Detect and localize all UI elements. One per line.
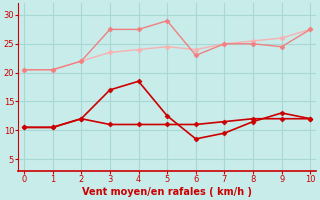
X-axis label: Vent moyen/en rafales ( km/h ): Vent moyen/en rafales ( km/h ): [82, 187, 252, 197]
